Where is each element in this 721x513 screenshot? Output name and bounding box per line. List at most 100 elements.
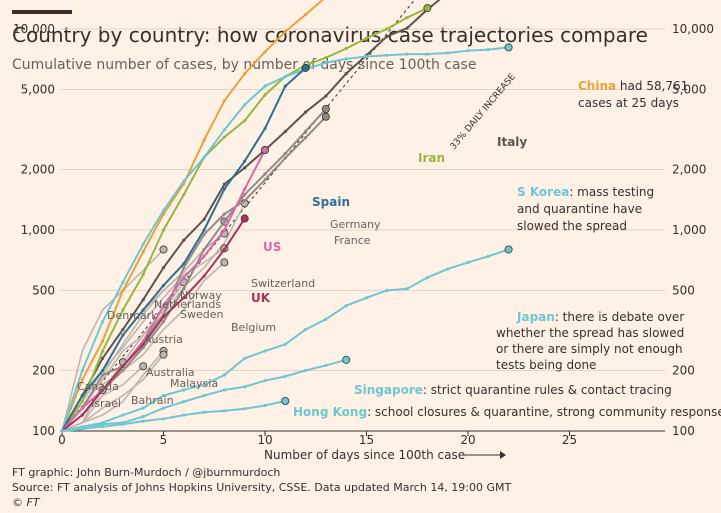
series-endpoint-japan [504,245,513,254]
series-point-uk [202,274,206,278]
series-line-uk [61,217,246,432]
series-point-s-korea [324,61,328,65]
series-point-japan [263,349,267,353]
series-label-uk: UK [251,291,271,305]
series-label-japan: Japan: there is debate over [516,310,684,324]
series-point-s-korea [446,51,450,55]
y-tick-label-right: 1,000 [672,223,706,237]
series-point-singapore [202,394,206,398]
series-point-s-korea [161,208,166,213]
series-label-name: Iran [418,151,445,165]
series-point-china [222,99,226,103]
series-point-japan [486,254,490,258]
series-point-us [182,275,186,280]
series-point-iran [364,36,369,40]
series-point-hong-kong [263,403,267,408]
series-point-italy [324,94,328,98]
series-point-japan [243,356,247,360]
series-point-japan [202,383,206,387]
series-point-singapore [101,422,105,426]
series-point-hong-kong [80,426,84,431]
series-line-china [61,0,325,432]
series-endpoint-germany [321,104,330,113]
y-tick-label: 200 [32,363,55,377]
series-label-sweden: Sweden [180,308,223,321]
series-point-s-korea [80,368,84,373]
series-label-hong-kong: Hong Kong: school closures & quarantine,… [293,405,721,419]
series-point-italy [202,217,206,221]
series-label-iran: Iran [418,151,445,165]
series-point-uk [141,342,145,346]
series-label-italy: Italy [497,135,527,149]
series-point-china [202,138,206,142]
series-label-austria: Austria [144,333,183,346]
series-point-hong-kong [121,422,125,426]
series-label-name: S Korea [517,185,569,199]
series-point-singapore [304,368,308,373]
series-point-china [121,288,125,293]
y-tick-label-right: 500 [672,284,695,298]
series-point-japan [283,342,287,346]
series-endpoint-spain [301,63,310,72]
series-point-spain [121,333,125,337]
series-point-france [202,232,206,237]
series-endpoint-iran [423,4,432,13]
series-point-s-korea [344,57,348,61]
series-line-belgium [61,261,226,432]
series-point-france [222,212,226,216]
series-point-singapore [182,400,186,404]
series-endpoint-france [321,112,330,121]
series-point-japan [446,267,450,271]
series-point-iran [222,135,226,139]
series-point-iran [243,119,247,123]
x-axis-label: Number of days since 100th case [264,448,465,462]
series-point-germany [202,247,206,252]
series-label-us: US [263,240,281,254]
series-point-spain [243,159,247,163]
series-line-france [61,115,327,432]
series-point-france [101,373,105,377]
series-point-italy [121,327,125,332]
series-point-france [283,156,287,160]
series-point-singapore [263,379,267,383]
series-point-iran [405,15,409,20]
series-point-us [243,187,247,191]
x-tick-label: 0 [58,433,66,447]
series-point-hong-kong [60,429,64,433]
series-point-singapore [324,363,328,368]
series-point-italy [385,34,389,39]
series-point-japan [304,327,308,332]
x-tick-label: 10 [257,433,272,447]
series-point-germany [243,193,247,197]
series-label-s-korea: S Korea: mass testing [517,185,654,199]
series-point-italy [304,110,308,114]
series-point-s-korea [486,47,490,52]
series-point-china [80,378,84,382]
series-point-s-korea [182,179,186,183]
series-point-spain [161,283,166,288]
series-label-note-line: whether the spread has slowed [496,326,684,340]
series-point-spain [80,394,84,398]
series-label-israel: Israel [91,397,121,410]
series-point-uk [121,364,125,368]
series-point-hong-kong [182,413,186,417]
series-label-australia: Australia [146,366,195,379]
series-label-note: : strict quarantine rules & contact trac… [423,383,672,397]
series-point-singapore [161,406,166,410]
y-tick-label-right: 100 [672,424,695,438]
series-point-china [141,250,145,254]
series-point-china [263,50,267,54]
series-point-spain [283,84,287,88]
series-point-s-korea [121,280,125,284]
series-point-japan [222,373,226,377]
series-point-france [304,136,308,140]
series-point-iran [101,349,105,353]
axis-arrow-head [500,451,506,459]
series-point-spain [263,126,267,131]
series-label-denmark: Denmark [107,309,158,322]
credit-line: FT graphic: John Burn-Murdoch / @jburnmu… [12,466,281,479]
series-point-hong-kong [202,410,206,414]
series-point-germany [141,345,145,350]
series-point-us [161,304,166,308]
